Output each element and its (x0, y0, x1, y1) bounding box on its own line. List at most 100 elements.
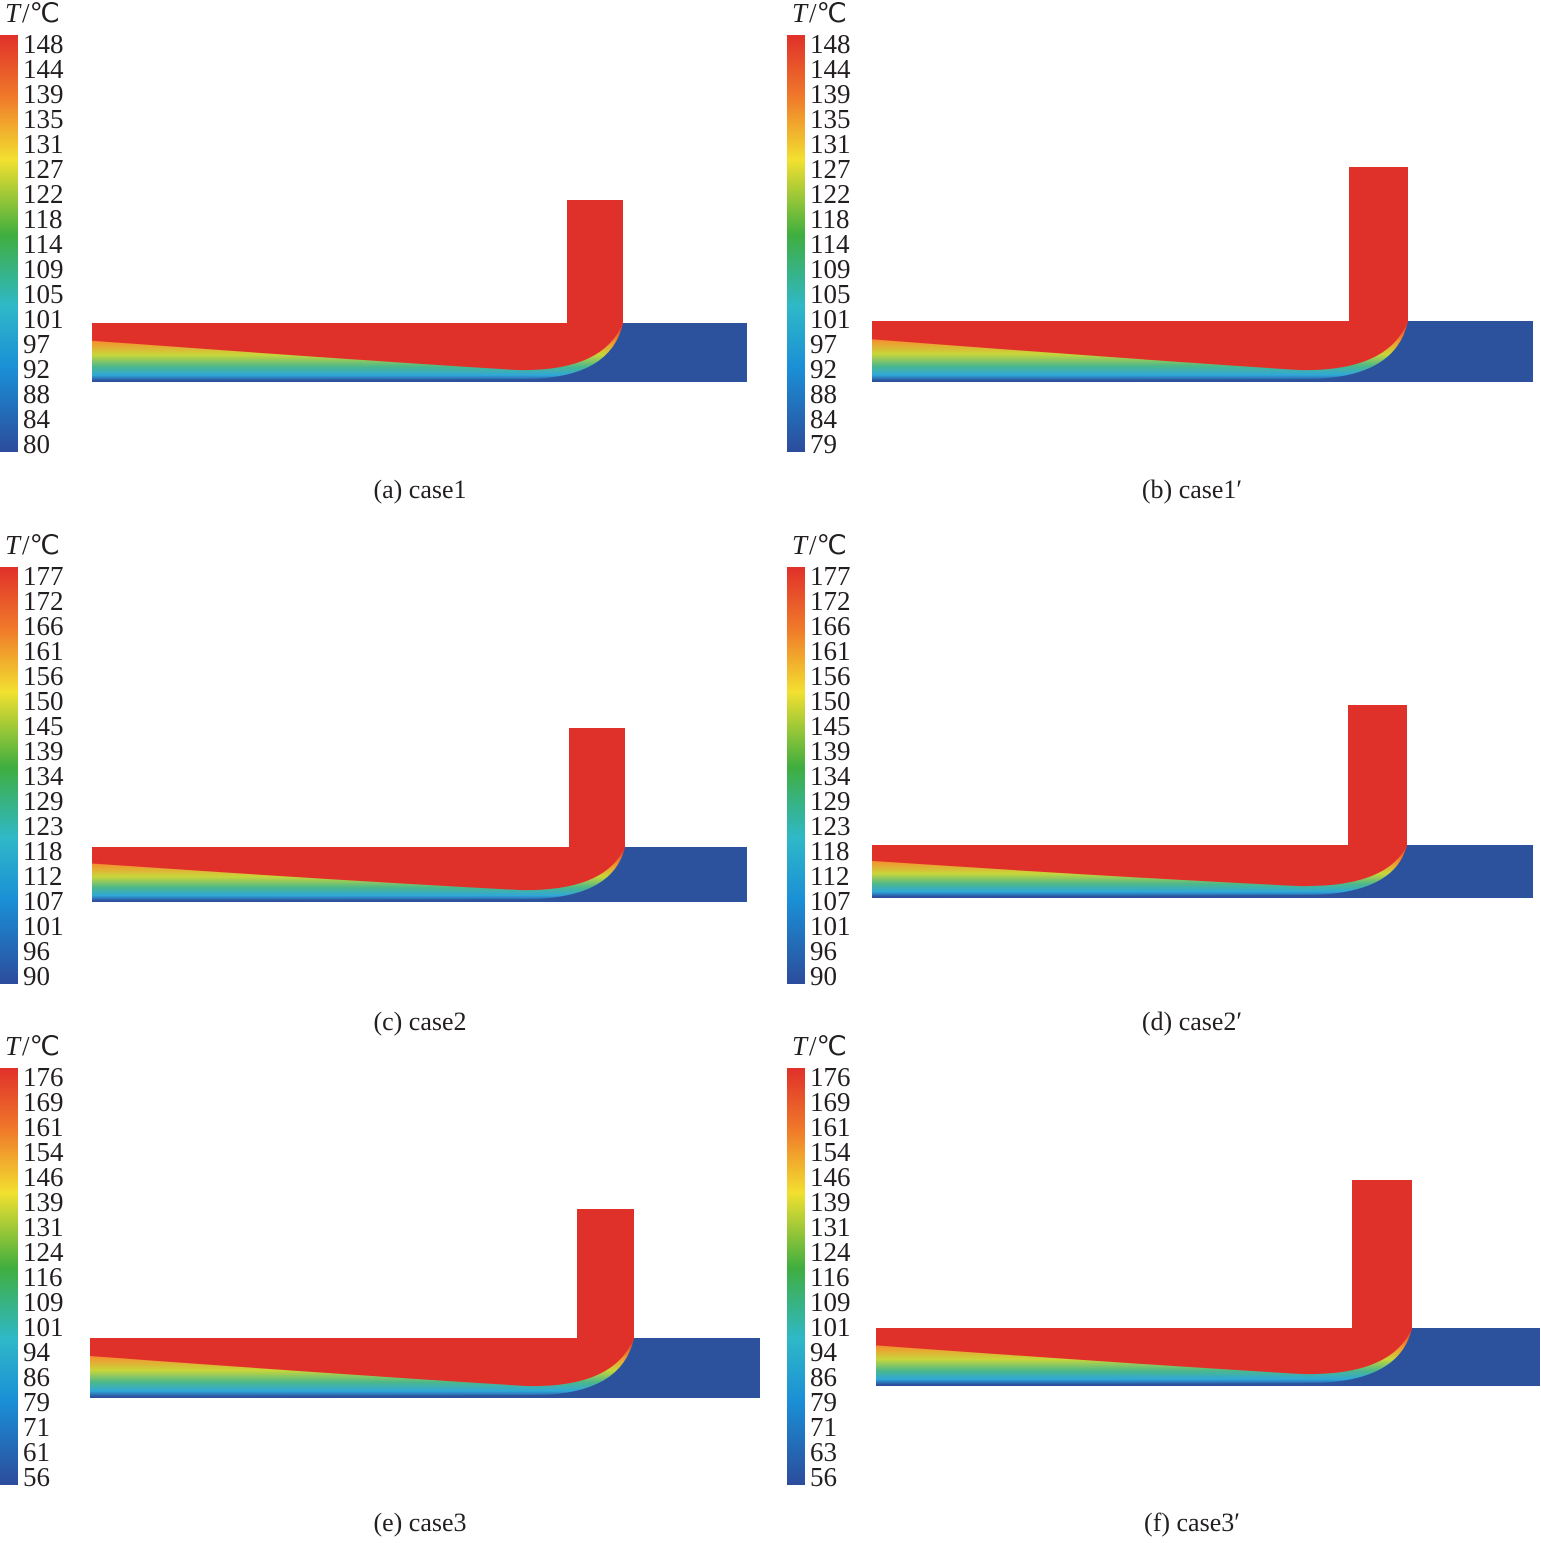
scale-label: 94 (23, 1337, 51, 1367)
scale-label: 118 (23, 204, 63, 234)
scale-label: 56 (23, 1462, 50, 1492)
scale-label: 134 (810, 761, 851, 791)
color-bar (0, 1068, 18, 1485)
unit-symbol: T (792, 1031, 809, 1061)
scale-label: 118 (810, 836, 850, 866)
scale-label: 148 (810, 29, 851, 59)
scale-label: 154 (810, 1137, 851, 1167)
scale-label: 144 (23, 54, 64, 84)
scale-label: 101 (810, 304, 851, 334)
scale-label: 124 (810, 1237, 851, 1267)
scale-label: 94 (810, 1337, 838, 1367)
scale-label: 148 (23, 29, 64, 59)
scale-label: 92 (23, 354, 50, 384)
scale-label: 112 (23, 861, 63, 891)
scale-label: 90 (23, 961, 50, 991)
scale-label: 96 (810, 936, 837, 966)
unit-label: /℃ (22, 530, 60, 560)
scale-label: 122 (23, 179, 64, 209)
scale-label: 101 (810, 911, 851, 941)
caption: (a) case1 (373, 475, 466, 504)
scale-label: 139 (23, 1187, 64, 1217)
scale-label: 123 (810, 811, 851, 841)
scale-label: 169 (23, 1087, 64, 1117)
scale-label: 114 (810, 229, 850, 259)
scale-label: 84 (810, 404, 838, 434)
color-bar (787, 1068, 805, 1485)
branch-hot (567, 200, 623, 325)
scale-label: 139 (810, 736, 851, 766)
scale-label: 118 (810, 204, 850, 234)
scale-label: 134 (23, 761, 64, 791)
unit-label: /℃ (22, 0, 60, 28)
unit-symbol: T (5, 530, 22, 560)
branch-hot (1352, 1180, 1412, 1330)
scale-label: 156 (810, 661, 851, 691)
unit-label: /℃ (22, 1031, 60, 1061)
scale-label: 131 (23, 1212, 64, 1242)
scale-label: 131 (23, 129, 64, 159)
scale-label: 131 (810, 129, 851, 159)
scale-label: 109 (23, 254, 64, 284)
scale-label: 118 (23, 836, 63, 866)
scale-label: 101 (810, 1312, 851, 1342)
unit-symbol: T (792, 0, 809, 28)
scale-label: 172 (23, 586, 64, 616)
hot-layer (92, 847, 625, 891)
scale-label: 86 (810, 1362, 837, 1392)
unit-symbol: T (792, 530, 809, 560)
scale-label: 129 (23, 786, 64, 816)
scale-label: 107 (23, 886, 64, 916)
scale-label: 116 (23, 1262, 63, 1292)
scale-label: 131 (810, 1212, 851, 1242)
color-bar (0, 567, 18, 984)
scale-label: 105 (23, 279, 64, 309)
scale-label: 96 (23, 936, 50, 966)
scale-label: 139 (810, 1187, 851, 1217)
scale-label: 166 (23, 611, 64, 641)
scale-label: 79 (23, 1387, 50, 1417)
hot-layer (872, 845, 1407, 887)
scale-label: 176 (23, 1062, 64, 1092)
scale-label: 56 (810, 1462, 837, 1492)
scale-label: 127 (23, 154, 64, 184)
unit-label: /℃ (809, 530, 847, 560)
scale-label: 161 (23, 636, 64, 666)
caption: (e) case3 (373, 1508, 466, 1537)
hot-layer (90, 1338, 634, 1387)
scale-label: 177 (810, 561, 851, 591)
scale-label: 166 (810, 611, 851, 641)
panel: T/℃1481441391351311271221181141091051019… (787, 0, 1533, 504)
caption: (b) case1′ (1142, 475, 1242, 504)
scale-label: 71 (23, 1412, 50, 1442)
scale-label: 169 (810, 1087, 851, 1117)
scale-label: 139 (810, 79, 851, 109)
scale-label: 177 (23, 561, 64, 591)
scale-label: 97 (810, 329, 837, 359)
scale-label: 135 (810, 104, 851, 134)
hot-layer (92, 323, 623, 371)
scale-label: 114 (23, 229, 63, 259)
scale-label: 84 (23, 404, 51, 434)
scale-label: 161 (810, 636, 851, 666)
scale-label: 101 (23, 304, 64, 334)
scale-label: 63 (810, 1437, 837, 1467)
panel: T/℃1761691611541461391311241161091019486… (787, 1031, 1540, 1537)
color-bar (787, 567, 805, 984)
scale-label: 109 (810, 254, 851, 284)
scale-label: 144 (810, 54, 851, 84)
unit-symbol: T (5, 1031, 22, 1061)
scale-label: 161 (810, 1112, 851, 1142)
scale-label: 154 (23, 1137, 64, 1167)
scale-label: 90 (810, 961, 837, 991)
scale-label: 161 (23, 1112, 64, 1142)
scale-label: 145 (23, 711, 64, 741)
scale-label: 86 (23, 1362, 50, 1392)
scale-label: 109 (810, 1287, 851, 1317)
scale-label: 79 (810, 429, 837, 459)
scale-label: 107 (810, 886, 851, 916)
hot-layer (872, 321, 1408, 371)
branch-hot (577, 1209, 634, 1340)
